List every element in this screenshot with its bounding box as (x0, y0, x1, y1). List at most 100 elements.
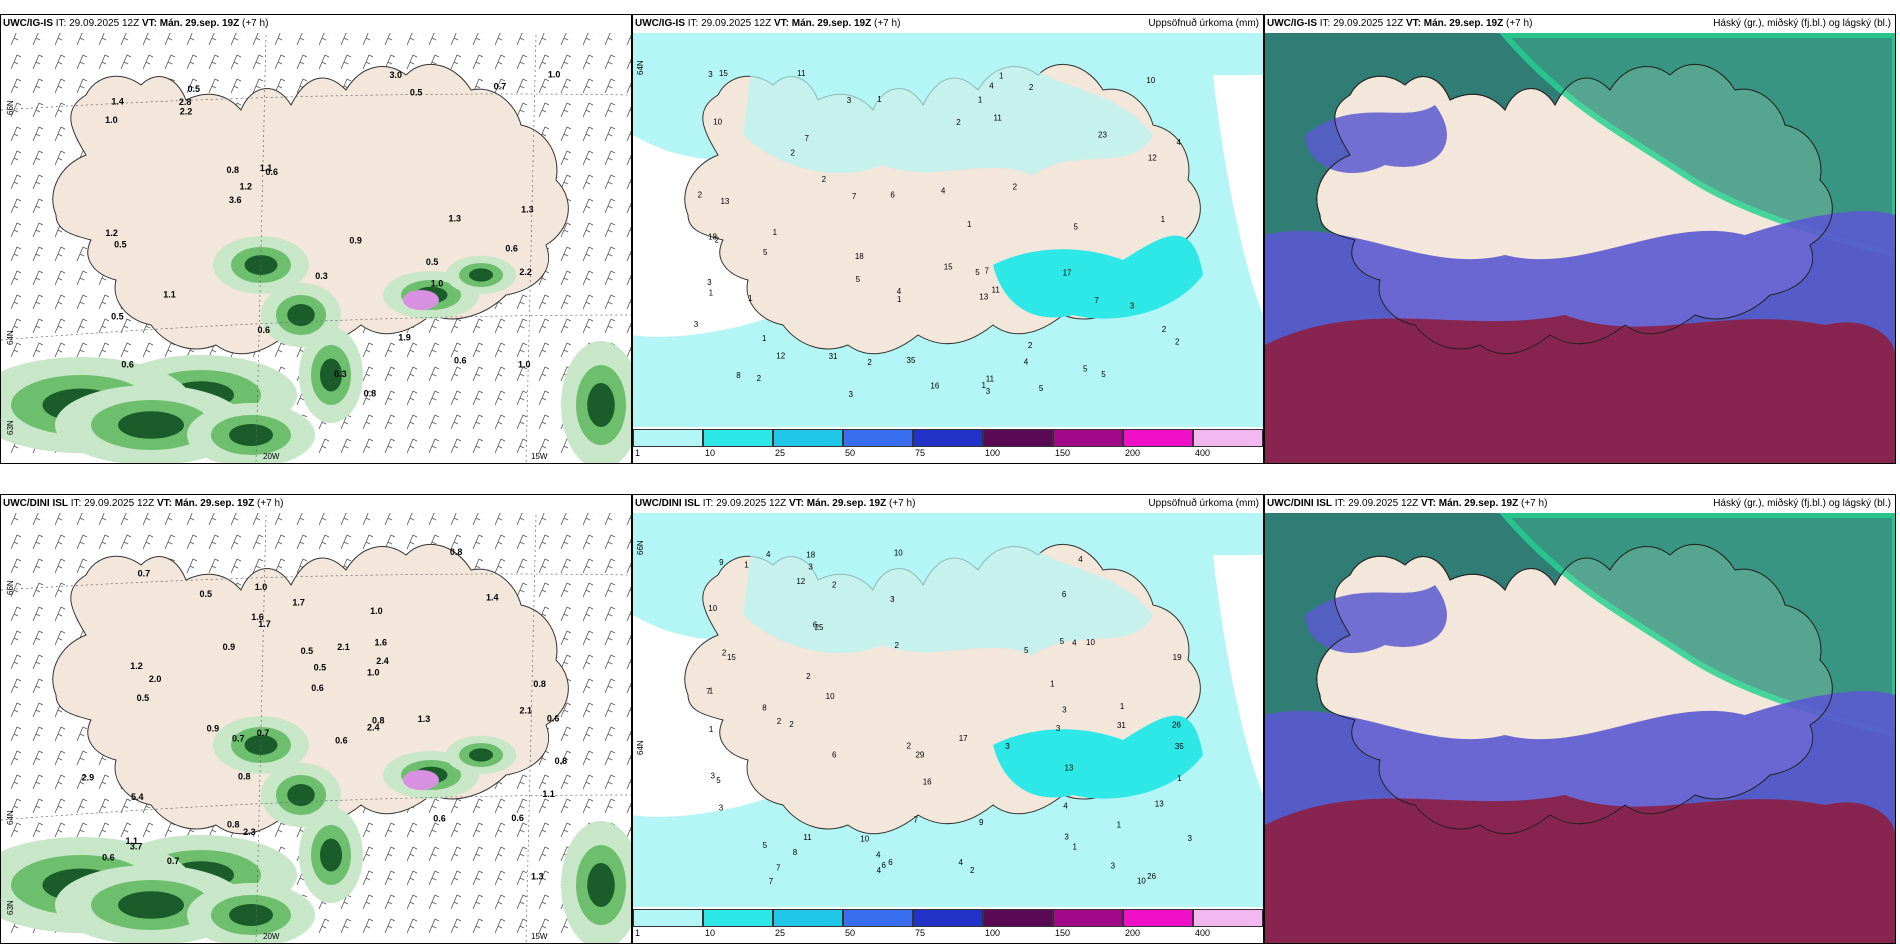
wind-barb (626, 106, 631, 118)
map-panel-accum: UWC/DINI ISL IT: 29.09.2025 12Z VT: Mán.… (632, 494, 1264, 944)
wind-barb (32, 774, 44, 790)
accum-value: 2 (1162, 325, 1167, 334)
map-canvas (1265, 495, 1895, 943)
accum-value: 6 (881, 861, 886, 870)
accum-value: 17 (1063, 268, 1072, 277)
wind-barb (340, 438, 352, 454)
wind-barb (516, 78, 528, 94)
accum-value: 11 (803, 833, 812, 842)
accum-value: 18 (708, 232, 717, 241)
wind-barb (10, 78, 22, 94)
it-value: 29.09.2025 12Z (69, 18, 140, 29)
wind-barb (538, 342, 550, 358)
wind-barb (538, 294, 550, 310)
panel-header: UWC/DINI ISL IT: 29.09.2025 12Z VT: Mán.… (1265, 495, 1895, 513)
accum-value: 19 (1173, 653, 1182, 662)
wind-barb (362, 918, 374, 934)
accum-value: 17 (959, 734, 968, 743)
colorbar-segment (983, 429, 1053, 447)
panel-header: UWC/DINI ISL IT: 29.09.2025 12Z VT: Mán.… (1, 495, 631, 513)
vt-label: VT: (141, 18, 157, 29)
wind-barb (472, 414, 484, 430)
precip-value: 0.9 (349, 235, 362, 245)
precip-area (187, 403, 315, 463)
wind-barb (582, 702, 594, 718)
wind-barb (98, 294, 110, 310)
wind-barb (516, 390, 528, 406)
wind-barb (472, 558, 484, 574)
accum-value: 4 (958, 858, 963, 867)
accum-value: 10 (894, 548, 903, 557)
precip-value: 0.6 (102, 852, 115, 862)
wind-barb (582, 582, 594, 598)
vt-label: VT: (773, 18, 789, 29)
wind-barb (362, 390, 374, 406)
precip-value: 2.4 (367, 722, 380, 732)
precip-value: 0.5 (114, 239, 127, 249)
precip-value: 0.5 (314, 663, 327, 673)
precip-area (445, 735, 517, 775)
wind-barb (54, 246, 66, 262)
accum-value: 1 (967, 220, 972, 229)
precip-area (213, 716, 309, 774)
snow-area (403, 770, 439, 790)
accum-value: 2 (715, 236, 720, 245)
wind-barb (186, 78, 198, 94)
accum-value: 13 (979, 292, 988, 301)
wind-barb (76, 246, 88, 262)
wind-barb (428, 390, 440, 406)
wind-barb (494, 78, 506, 94)
precip-value: 0.9 (207, 723, 220, 733)
wind-barb (450, 342, 462, 358)
accum-value: 4 (1176, 138, 1181, 147)
it-label: IT: (687, 18, 699, 29)
accum-value: 2 (777, 717, 782, 726)
wind-barb (98, 534, 110, 550)
colorbar-segment (913, 429, 983, 447)
wind-barb (560, 654, 572, 670)
accum-value: 1 (1072, 842, 1077, 851)
wind-barb (428, 414, 440, 430)
wind-barb (98, 822, 110, 838)
accum-value: 5 (1039, 384, 1044, 393)
wind-barb (604, 702, 616, 718)
wind-barb (252, 78, 264, 94)
accum-value: 10 (1137, 876, 1146, 885)
wind-barb (54, 342, 66, 358)
vt-label: VT: (1405, 18, 1421, 29)
wind-barb (54, 294, 66, 310)
it-value: 29.09.2025 12Z (716, 498, 787, 509)
lead-time: (+7 h) (889, 498, 916, 509)
precip-value: 0.5 (426, 257, 439, 267)
wind-barb (538, 894, 550, 910)
wind-barb (142, 342, 154, 358)
wind-barb (494, 894, 506, 910)
map-canvas: 66N64N8210171511136621048101313972531742… (633, 495, 1263, 907)
colorbar-label: 10 (705, 448, 716, 458)
wind-barb (494, 798, 506, 814)
accum-value: 5 (856, 275, 861, 284)
wind-barb (538, 534, 550, 550)
accum-value: 35 (907, 356, 916, 365)
wind-barb (10, 174, 22, 190)
wind-barb (76, 774, 88, 790)
wind-barb (76, 822, 88, 838)
wind-barb (76, 318, 88, 334)
wind-barb (230, 54, 242, 70)
accum-value: 2 (698, 191, 703, 200)
wind-barb (560, 102, 572, 118)
precip-value: 1.3 (521, 204, 534, 214)
wind-barb (560, 582, 572, 598)
wind-barb (76, 342, 88, 358)
precip-value: 1.3 (418, 714, 431, 724)
wind-barb (516, 534, 528, 550)
wind-barb (76, 534, 88, 550)
precip-value: 3.6 (229, 195, 242, 205)
accum-value: 4 (1072, 638, 1077, 647)
colorbar-segment (703, 429, 773, 447)
wind-barb (450, 414, 462, 430)
precip-value: 0.5 (187, 84, 200, 94)
wind-barb (560, 822, 572, 838)
colorbar-label: 75 (915, 448, 926, 458)
accum-value: 10 (860, 834, 869, 843)
